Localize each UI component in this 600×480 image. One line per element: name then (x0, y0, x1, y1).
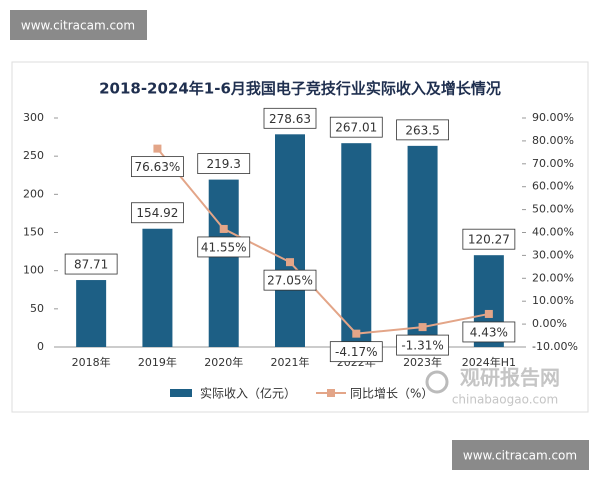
line-label: 27.05% (267, 274, 313, 288)
bar (275, 134, 305, 347)
chart-title: 2018-2024年1-6月我国电子竞技行业实际收入及增长情况 (99, 80, 501, 98)
watermark: www.citracam.com (21, 19, 135, 33)
line-label: 41.55% (201, 240, 247, 254)
x-tick-label: 2020年 (204, 355, 243, 369)
legend-swatch (327, 389, 335, 397)
line-label-box (197, 236, 251, 258)
line-marker (352, 329, 361, 338)
y2-tick-label: 10.00% (532, 294, 574, 307)
line (156, 147, 490, 335)
line-label: 76.63% (135, 160, 181, 174)
y2-tick-label: 80.00% (532, 134, 574, 147)
bar (208, 179, 239, 347)
y-tick-label: 200 (23, 187, 44, 200)
bar-label: 154.92 (136, 206, 178, 220)
bar-label: 267.01 (335, 121, 377, 135)
logo-url: chinabaogao.com (452, 393, 558, 407)
x-tick-label: 2019年 (138, 355, 177, 369)
bar-label: 120.27 (468, 233, 510, 247)
y2-tick-label: 30.00% (532, 248, 574, 261)
watermark-box (10, 10, 147, 40)
bar (142, 228, 173, 347)
line-marker (153, 144, 162, 153)
bar-label: 263.5 (405, 123, 439, 137)
y-tick-label: 0 (37, 340, 44, 353)
line-label: 4.43% (470, 325, 508, 339)
legend-label: 同比增长（%） (350, 387, 433, 401)
bar-label-box (462, 228, 516, 250)
y2-tick-label: 20.00% (532, 271, 574, 284)
y2-tick-label: 40.00% (532, 226, 574, 239)
line-label-box (462, 321, 516, 343)
line-label-box (396, 334, 449, 356)
y2-tick-label: 70.00% (532, 157, 574, 170)
line-label-box (131, 156, 184, 178)
bar (341, 143, 372, 347)
line-label: -1.31% (401, 339, 443, 353)
y-tick-label: 150 (23, 226, 44, 239)
bar (407, 145, 438, 347)
bar-label-box (396, 119, 449, 141)
line-marker (418, 323, 427, 332)
watermark-box (452, 440, 589, 470)
bar-label-box (197, 153, 251, 175)
x-tick-label: 2024年H1 (462, 355, 516, 369)
line-label: -4.17% (335, 345, 377, 359)
line-label-box (329, 341, 383, 363)
legend-label: 实际收入（亿元） (200, 386, 296, 401)
x-tick-label: 2018年 (72, 355, 111, 369)
y2-tick-label: 90.00% (532, 111, 574, 124)
line-marker (286, 258, 294, 267)
x-tick-label: 2021年 (271, 355, 310, 369)
y2-tick-label: 0.00% (532, 317, 567, 330)
logo-name: 观研报告网 (460, 366, 560, 390)
bar-label-box (263, 107, 317, 129)
y-tick-label: 250 (23, 149, 44, 162)
y-tick-label: 50 (30, 302, 44, 315)
x-tick-label: 2023年 (403, 355, 442, 369)
y-tick-label: 300 (23, 111, 44, 124)
bar-label: 219.3 (207, 157, 241, 171)
bar (76, 280, 107, 347)
bar-label-box (64, 253, 118, 275)
watermark: www.citracam.com (463, 449, 577, 463)
bar-label: 87.71 (74, 258, 108, 272)
bar-label: 278.63 (269, 112, 311, 126)
line-marker (219, 224, 228, 233)
logo-icon (425, 370, 449, 394)
bar-label-box (329, 116, 383, 138)
line-label-box (263, 269, 317, 291)
y-tick-label: 100 (23, 264, 44, 277)
legend-swatch (170, 389, 192, 397)
bar-label-box (131, 202, 184, 224)
y2-tick-label: 50.00% (532, 203, 574, 216)
y2-tick-label: -10.00% (532, 340, 578, 353)
line-marker (484, 309, 493, 318)
y2-tick-label: 60.00% (532, 180, 574, 193)
